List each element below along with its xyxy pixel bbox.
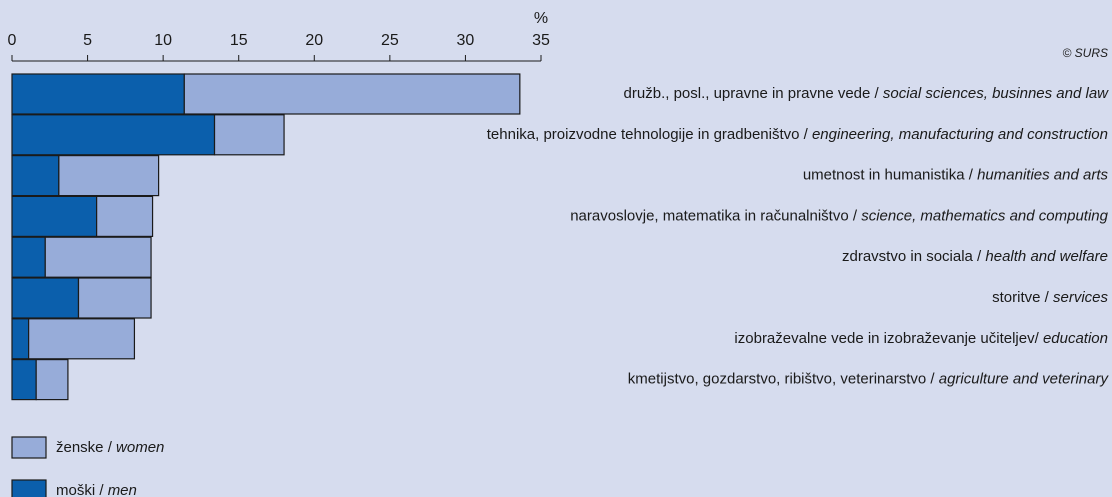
category-label: kmetijstvo, gozdarstvo, ribištvo, veteri… (628, 371, 1110, 388)
category-label: tehnika, proizvodne tehnologije in gradb… (487, 126, 1108, 143)
category-label: zdravstvo in sociala / health and welfar… (842, 248, 1108, 265)
x-tick-label: 10 (154, 32, 172, 49)
x-tick-label: 25 (381, 32, 399, 49)
bar (11, 155, 60, 197)
bar (11, 359, 37, 401)
bar (11, 114, 216, 156)
bar (183, 73, 521, 115)
x-tick-label: 30 (457, 32, 475, 49)
unit-label: % (534, 10, 548, 27)
bar (28, 318, 136, 360)
category-label: storitve / services (992, 289, 1108, 306)
x-tick-label: 5 (83, 32, 92, 49)
bar (44, 236, 152, 278)
bar (213, 114, 285, 156)
x-tick-label: 20 (305, 32, 323, 49)
bar (96, 195, 154, 237)
bar (77, 277, 152, 319)
category-label: umetnost in humanistika / humanities and… (803, 167, 1109, 184)
bar (35, 359, 69, 401)
x-tick-label: 0 (8, 32, 17, 49)
category-label: izobraževalne vede in izobraževanje učit… (734, 330, 1108, 347)
legend-swatch (11, 436, 47, 459)
x-tick-label: 35 (532, 32, 550, 49)
bar (11, 73, 185, 115)
legend-label: ženske / women (56, 439, 164, 456)
legend-swatch (11, 479, 47, 497)
bar (11, 195, 98, 237)
source: © SURS (1062, 46, 1108, 60)
legend-label: moški / men (56, 482, 137, 497)
bar (11, 318, 30, 360)
bar (11, 236, 46, 278)
bar (58, 155, 160, 197)
bar (11, 277, 80, 319)
category-label: naravoslovje, matematika in računalništv… (570, 207, 1108, 224)
x-tick-label: 15 (230, 32, 248, 49)
category-label: družb., posl., upravne in pravne vede / … (624, 85, 1110, 102)
